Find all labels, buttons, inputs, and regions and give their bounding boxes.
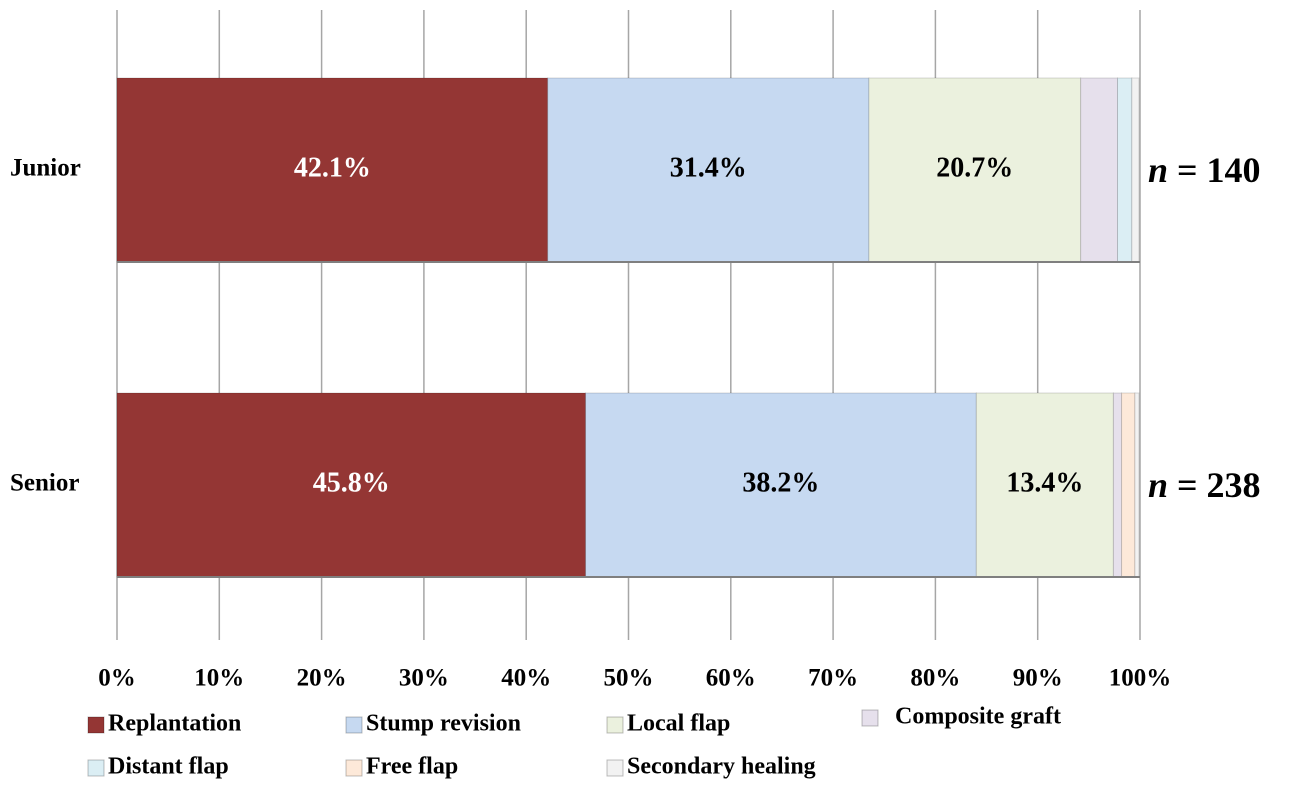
bar-segment bbox=[116, 392, 587, 578]
bar-segment bbox=[547, 77, 870, 263]
legend-swatch bbox=[87, 759, 105, 777]
x-tick-label: 70% bbox=[808, 665, 858, 692]
data-label: 20.7% bbox=[936, 152, 1013, 183]
annotation-text: = 140 bbox=[1168, 150, 1261, 190]
data-label: 38.2% bbox=[742, 467, 819, 498]
bar-segment bbox=[1112, 392, 1123, 578]
x-tick-label: 30% bbox=[399, 665, 449, 692]
x-tick-label: 90% bbox=[1013, 665, 1063, 692]
bar-segment bbox=[1121, 392, 1136, 578]
legend-label: Composite graft bbox=[895, 704, 1061, 730]
data-label: 13.4% bbox=[1006, 467, 1083, 498]
annotation: n = 238 bbox=[1148, 465, 1261, 505]
legend-label: Free flap bbox=[366, 754, 458, 780]
legend-swatch bbox=[345, 716, 363, 734]
legend-label: Distant flap bbox=[108, 754, 229, 780]
legend-swatch bbox=[861, 709, 879, 727]
category-label: Senior bbox=[10, 470, 79, 497]
x-tick-label: 20% bbox=[297, 665, 347, 692]
x-tick-label: 100% bbox=[1109, 665, 1172, 692]
bar-segment bbox=[868, 77, 1082, 263]
annotation: n = 140 bbox=[1148, 150, 1261, 190]
legend-label: Stump revision bbox=[366, 711, 521, 737]
data-label: 31.4% bbox=[670, 152, 747, 183]
annotation-symbol: n bbox=[1148, 465, 1168, 505]
legend-swatch bbox=[87, 716, 105, 734]
x-tick-label: 60% bbox=[706, 665, 756, 692]
bar-segment bbox=[1080, 77, 1118, 263]
data-label: 45.8% bbox=[313, 467, 390, 498]
bar-segment bbox=[116, 77, 549, 263]
bar-segment bbox=[585, 392, 977, 578]
bar-segment bbox=[1134, 392, 1140, 578]
legend-label: Local flap bbox=[627, 711, 730, 737]
x-tick-label: 80% bbox=[910, 665, 960, 692]
annotation-symbol: n bbox=[1148, 150, 1168, 190]
x-tick-label: 40% bbox=[501, 665, 551, 692]
bar-segment bbox=[1131, 77, 1140, 263]
legend-label: Replantation bbox=[108, 711, 241, 737]
x-tick-label: 50% bbox=[604, 665, 654, 692]
annotation-text: = 238 bbox=[1168, 465, 1261, 505]
bar-segment bbox=[1116, 77, 1133, 263]
data-label: 42.1% bbox=[294, 152, 371, 183]
x-tick-label: 10% bbox=[194, 665, 244, 692]
legend-swatch bbox=[606, 759, 624, 777]
x-tick-label: 0% bbox=[98, 665, 136, 692]
category-label: Junior bbox=[10, 155, 81, 182]
legend-label: Secondary healing bbox=[627, 754, 816, 780]
legend-swatch bbox=[345, 759, 363, 777]
legend-swatch bbox=[606, 716, 624, 734]
